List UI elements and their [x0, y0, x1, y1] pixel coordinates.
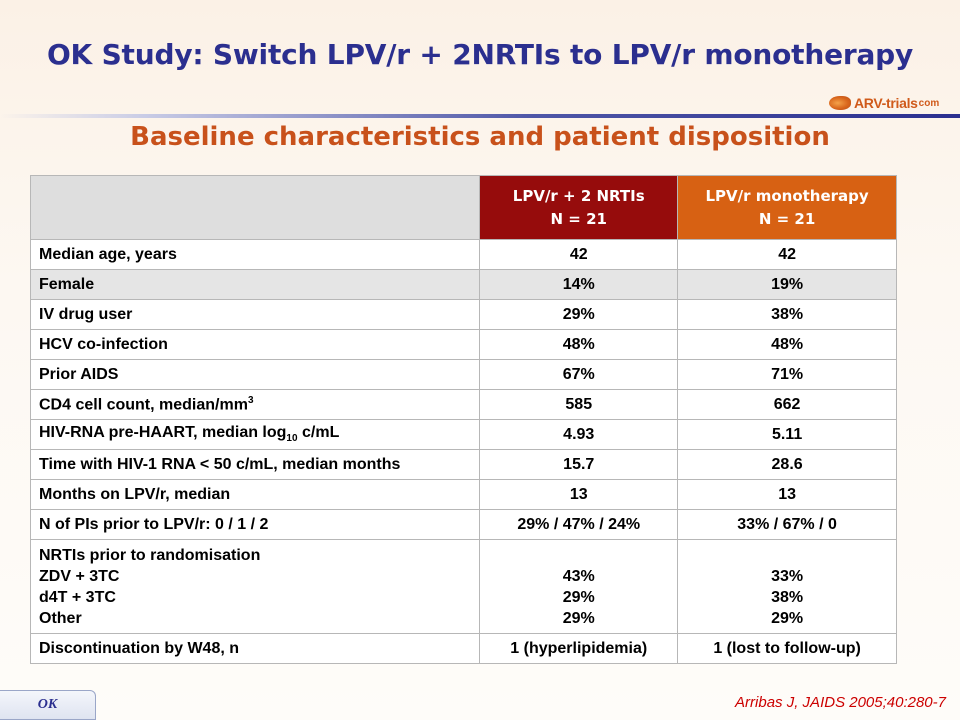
- row-label: Prior AIDS: [29, 359, 481, 390]
- ok-study-tab[interactable]: OK: [0, 690, 96, 720]
- row-value-arm2: 42: [677, 239, 897, 270]
- header-arm1-line1: LPV/r + 2 NRTIs: [512, 186, 645, 205]
- table-header-row: LPV/r + 2 NRTIs N = 21 LPV/r monotherapy…: [29, 175, 897, 240]
- row-label-subscript: 10: [286, 433, 298, 445]
- row-value-arm1: 1 (hyperlipidemia): [479, 633, 679, 664]
- row-label: HCV co-infection: [29, 329, 481, 360]
- header-blank-cell: [29, 175, 481, 240]
- row-label: Months on LPV/r, median: [29, 479, 481, 510]
- header-arm-lpvr-monotherapy: LPV/r monotherapy N = 21: [677, 175, 897, 240]
- row-value-arm1: 15.7: [479, 449, 679, 480]
- row-value-arm2: 13: [677, 479, 897, 510]
- arv-trials-logo: ARV-trials com: [829, 93, 939, 113]
- table-row: IV drug user 29% 38%: [29, 299, 897, 330]
- row-value-arm1: 67%: [479, 359, 679, 390]
- row-value-arm1: 48%: [479, 329, 679, 360]
- row-value-arm2: 19%: [677, 269, 897, 300]
- table-row: Prior AIDS 67% 71%: [29, 359, 897, 390]
- table-row: N of PIs prior to LPV/r: 0 / 1 / 2 29% /…: [29, 509, 897, 540]
- row-value-arm1: 585: [479, 389, 679, 420]
- row-value-arm1: 29% / 47% / 24%: [479, 509, 679, 540]
- row-label: Female: [29, 269, 481, 300]
- row-label: Discontinuation by W48, n: [29, 633, 481, 664]
- row-value-arm1: 14%: [479, 269, 679, 300]
- row-value-arm2: 71%: [677, 359, 897, 390]
- row-label: NRTIs prior to randomisation ZDV + 3TC d…: [29, 539, 481, 634]
- table-row: Female 14% 19%: [29, 269, 897, 300]
- table-row: HIV-RNA pre-HAART, median log10 c/mL 4.9…: [29, 419, 897, 450]
- row-label: HIV-RNA pre-HAART, median log10 c/mL: [29, 419, 481, 450]
- slide-title: OK Study: Switch LPV/r + 2NRTIs to LPV/r…: [46, 38, 914, 71]
- logo-text: ARV-trials: [854, 95, 918, 111]
- header-arm2-line2: N = 21: [758, 209, 816, 228]
- row-value-arm2: 28.6: [677, 449, 897, 480]
- table-row: NRTIs prior to randomisation ZDV + 3TC d…: [29, 539, 897, 634]
- logo-mark-icon: [829, 96, 851, 110]
- table-row: Months on LPV/r, median 13 13: [29, 479, 897, 510]
- row-value-arm1: 29%: [479, 299, 679, 330]
- row-value-arm2: 33% 38% 29%: [677, 539, 897, 634]
- row-label: CD4 cell count, median/mm3: [29, 389, 481, 420]
- header-arm2-line1: LPV/r monotherapy: [705, 186, 869, 205]
- row-value-arm2: 5.11: [677, 419, 897, 450]
- logo-suffix: com: [918, 97, 940, 109]
- row-value-arm2: 33% / 67% / 0: [677, 509, 897, 540]
- slide-subtitle: Baseline characteristics and patient dis…: [130, 122, 830, 152]
- row-value-arm1: 43% 29% 29%: [479, 539, 679, 634]
- table-row: Time with HIV-1 RNA < 50 c/mL, median mo…: [29, 449, 897, 480]
- row-value-arm2: 38%: [677, 299, 897, 330]
- row-label-text: HIV-RNA pre-HAART, median log: [39, 424, 287, 442]
- row-value-arm2: 48%: [677, 329, 897, 360]
- row-value-arm1: 42: [479, 239, 679, 270]
- baseline-table: LPV/r + 2 NRTIs N = 21 LPV/r monotherapy…: [29, 175, 897, 664]
- citation: Arribas J, JAIDS 2005;40:280-7: [735, 694, 946, 711]
- table-row: Median age, years 42 42: [29, 239, 897, 270]
- row-label: Median age, years: [29, 239, 481, 270]
- row-label: N of PIs prior to LPV/r: 0 / 1 / 2: [29, 509, 481, 540]
- row-label: Time with HIV-1 RNA < 50 c/mL, median mo…: [29, 449, 481, 480]
- row-value-arm1: 4.93: [479, 419, 679, 450]
- row-label: IV drug user: [29, 299, 481, 330]
- table-row: Discontinuation by W48, n 1 (hyperlipide…: [29, 633, 897, 664]
- row-label-tail: c/mL: [297, 424, 340, 442]
- header-arm-lpvr-2nrtis: LPV/r + 2 NRTIs N = 21: [479, 175, 679, 240]
- table-row: CD4 cell count, median/mm3 585 662: [29, 389, 897, 420]
- title-underline: [0, 114, 960, 118]
- row-value-arm2: 662: [677, 389, 897, 420]
- row-value-arm2: 1 (lost to follow-up): [677, 633, 897, 664]
- table-row: HCV co-infection 48% 48%: [29, 329, 897, 360]
- row-label-text: CD4 cell count, median/mm: [39, 396, 248, 414]
- header-arm1-line2: N = 21: [550, 209, 607, 228]
- row-value-arm1: 13: [479, 479, 679, 510]
- row-label-superscript: 3: [247, 394, 254, 406]
